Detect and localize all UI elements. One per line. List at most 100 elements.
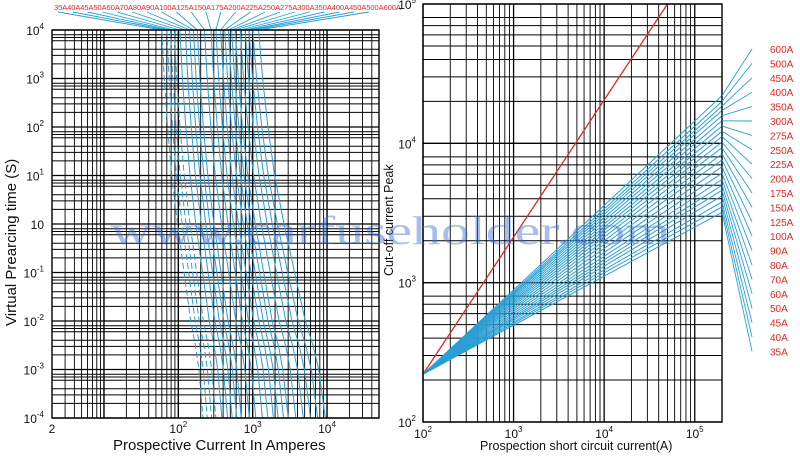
right-x-tick: 104 (595, 425, 613, 441)
right-y-tick: 103 (398, 275, 416, 291)
cut-off-current-chart: 105 104 103 102 102 103 104 105 600A 500A 450A 40… (382, 0, 794, 453)
left-leader-150A (205, 11, 212, 31)
right-y-tick: 105 (398, 0, 416, 12)
rating-label-275A: 275A (770, 131, 794, 142)
right-curve-40A (422, 206, 723, 375)
left-y-tick: 103 (26, 71, 44, 87)
rating-label-250A: 250A (770, 146, 794, 157)
right-leader-70A (721, 185, 753, 280)
left-leader-80A (146, 11, 190, 31)
left-x-tick-labels: 2 102 103 104 (49, 420, 337, 436)
right-curve-70A (422, 184, 723, 375)
right-curve-50A (422, 195, 723, 375)
left-curve-225A (224, 29, 274, 419)
rating-label-175A: 175A (770, 189, 794, 200)
left-curve-150A (210, 29, 257, 419)
right-leader-125A (721, 159, 753, 222)
rating-label-125A: 125A (770, 218, 794, 229)
right-curve-400A (422, 110, 723, 375)
left-curve-40A (166, 29, 208, 419)
right-y-tick-labels: 105 104 103 102 (398, 0, 416, 430)
left-leader-45A (87, 11, 171, 31)
rating-label-200A: 200A (770, 175, 794, 186)
right-curve-35A (422, 211, 723, 375)
left-leader-275A (231, 11, 281, 31)
left-curve-90A (193, 29, 238, 419)
right-y-axis-label: Cut-off current Peak (382, 164, 396, 276)
right-curve-90A (422, 172, 723, 375)
right-leader-400A (721, 91, 753, 111)
left-x-tick: 103 (244, 420, 262, 436)
left-curve-70A (184, 29, 229, 419)
right-leader-150A (721, 153, 753, 208)
left-x-axis-label: Prospective Current In Amperes (113, 437, 326, 454)
left-y-tick: 102 (26, 119, 44, 135)
right-leader-500A (721, 63, 753, 102)
right-reference-line (422, 3, 669, 375)
right-x-tick: 102 (414, 425, 432, 441)
right-curve-500A (422, 101, 723, 375)
right-curve-300A (422, 120, 723, 375)
left-curve-100A (196, 29, 242, 419)
right-curve-350A (422, 115, 723, 375)
left-y-tick: 10-1 (24, 265, 45, 281)
right-leader-45A (721, 201, 753, 323)
left-curve-500A (252, 29, 319, 419)
rating-label-100A: 100A (770, 232, 794, 243)
right-leader-275A (721, 125, 753, 136)
right-curve-125A (422, 159, 723, 375)
rating-label-300A: 300A (770, 117, 794, 128)
left-leader-400A (244, 11, 325, 31)
rating-label-350A: 350A (770, 103, 794, 114)
left-leader-300A (234, 11, 295, 31)
right-curve-200A (422, 141, 723, 375)
left-curve-350A (239, 29, 297, 419)
left-leader-35A (57, 11, 162, 31)
right-leader-60A (721, 190, 753, 294)
left-y-tick: 101 (26, 168, 44, 184)
left-leader-225A (224, 11, 251, 31)
left-grid (51, 29, 380, 419)
rating-label-35A: 35A (770, 347, 788, 358)
left-y-tick-labels: 104 103 102 101 10 10-1 10-2 10-3 10-4 (24, 22, 45, 426)
rating-label-45A: 45A (770, 319, 788, 330)
left-curve-275A (231, 29, 284, 419)
right-curve-600A (422, 95, 723, 375)
rating-label-90A: 90A (770, 247, 788, 258)
left-plot-frame (51, 29, 380, 419)
watermark-text: www.carfuseholder.com (110, 208, 670, 253)
left-x-tick: 102 (169, 420, 187, 436)
right-curve-275A (422, 125, 723, 375)
left-leader-500A (252, 11, 355, 31)
left-leader-600A (258, 11, 369, 31)
left-curve-50A (173, 29, 217, 419)
left-leader-90A (161, 11, 194, 31)
left-series-label-row: 35A40A45A50A60A70A80A90A100A125A150A175A… (54, 3, 401, 12)
right-curve-225A (422, 136, 723, 375)
left-curve-400A (244, 29, 304, 419)
right-rating-labels: 600A 500A 450A 400A 350A 300A 275A 250A 225A 200A… (721, 45, 794, 358)
left-leader-100A (176, 11, 198, 31)
left-curve-35A (161, 29, 204, 419)
right-leader-50A (721, 195, 753, 309)
left-leader-125A (190, 11, 205, 31)
left-leader-200A (220, 11, 236, 31)
right-leader-250A (721, 130, 753, 151)
left-leader-450A (248, 11, 340, 31)
right-x-tick-labels: 102 103 104 105 (414, 425, 704, 441)
rating-label-50A: 50A (770, 304, 788, 315)
right-curve-100A (422, 166, 723, 375)
right-curve-175A (422, 147, 723, 375)
rating-label-60A: 60A (770, 290, 788, 301)
rating-label-225A: 225A (770, 160, 794, 171)
right-leader-175A (721, 147, 753, 194)
rating-label-450A: 450A (770, 74, 794, 85)
left-leader-350A (240, 11, 310, 31)
left-x-tick: 104 (318, 420, 336, 436)
right-leader-350A (721, 106, 753, 117)
right-curve-150A (422, 153, 723, 375)
rating-label-40A: 40A (770, 333, 788, 344)
left-curve-600A (258, 29, 326, 419)
left-curve-80A (189, 29, 233, 419)
